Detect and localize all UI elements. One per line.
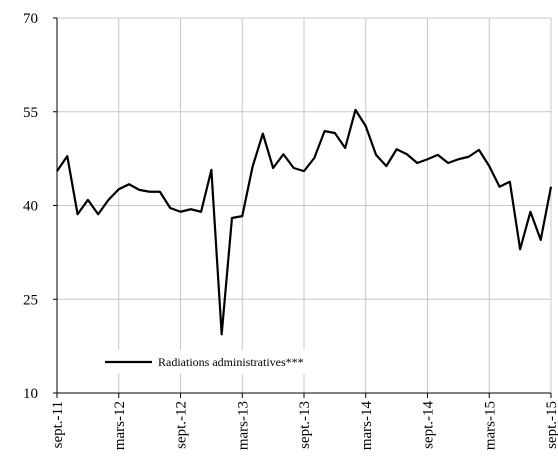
x-tick-label: mars-14 — [359, 401, 375, 451]
y-tick-label: 25 — [23, 292, 38, 308]
x-tick-label: sept.-14 — [421, 401, 437, 449]
y-tick-label: 70 — [23, 11, 38, 27]
x-tick-label: sept.-12 — [174, 401, 190, 449]
x-tick-label: sept.-15 — [544, 401, 558, 449]
y-tick-label: 40 — [23, 199, 38, 215]
y-tick-label: 55 — [23, 105, 38, 121]
legend-label: Radiations administratives*** — [158, 355, 304, 369]
x-tick-label: mars-13 — [235, 401, 251, 450]
line-series — [56, 108, 553, 336]
x-tick-label: mars-12 — [112, 401, 128, 450]
x-tick-label: mars-15 — [482, 401, 498, 450]
y-tick-label: 10 — [23, 386, 38, 402]
x-tick-label: sept.-11 — [50, 401, 66, 448]
x-tick-label: sept.-13 — [297, 401, 313, 449]
